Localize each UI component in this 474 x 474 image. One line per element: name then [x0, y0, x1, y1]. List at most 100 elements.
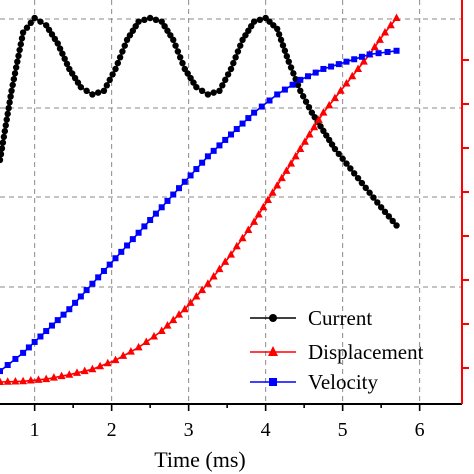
- point-current: [366, 189, 373, 196]
- point-displacement: [119, 351, 128, 359]
- point-current: [176, 54, 184, 61]
- point-displacement: [215, 264, 224, 273]
- point-current: [335, 150, 342, 158]
- point-current: [48, 31, 56, 38]
- point-current: [287, 64, 295, 71]
- legend-item-displacement: Displacement: [250, 340, 424, 364]
- point-current: [290, 70, 297, 77]
- point-current: [12, 64, 20, 71]
- point-velocity: [141, 223, 148, 230]
- point-current: [224, 71, 232, 78]
- point-displacement: [244, 225, 253, 234]
- point-velocity: [181, 178, 188, 185]
- point-velocity: [112, 255, 119, 262]
- point-velocity: [384, 48, 391, 55]
- point-current: [126, 32, 134, 39]
- point-current: [381, 208, 389, 216]
- point-displacement: [354, 64, 363, 72]
- point-velocity: [129, 236, 136, 243]
- point-displacement: [250, 217, 259, 225]
- point-current: [8, 87, 15, 95]
- point-current: [9, 81, 16, 89]
- point-current: [245, 27, 252, 34]
- point-velocity: [375, 50, 382, 57]
- legend-item-current: Current: [250, 306, 372, 330]
- point-current: [61, 55, 68, 62]
- point-current: [114, 59, 122, 67]
- point-current: [275, 31, 283, 38]
- point-displacement: [238, 233, 247, 242]
- point-current: [184, 70, 191, 77]
- point-current: [299, 93, 307, 100]
- point-current: [170, 36, 177, 44]
- point-current: [56, 45, 64, 52]
- point-current: [0, 139, 7, 146]
- point-velocity: [199, 159, 206, 166]
- point-current: [77, 83, 85, 91]
- point-displacement: [392, 13, 401, 21]
- point-current: [343, 160, 350, 167]
- point-current: [135, 18, 142, 25]
- point-velocity: [25, 344, 32, 351]
- point-current: [358, 179, 366, 187]
- point-velocity: [124, 242, 131, 249]
- point-displacement: [57, 371, 66, 380]
- point-current: [3, 116, 10, 123]
- point-velocity: [266, 97, 273, 104]
- point-current: [5, 104, 12, 112]
- point-displacement: [142, 337, 151, 345]
- point-velocity: [31, 338, 38, 345]
- point-velocity: [72, 299, 79, 306]
- point-current: [198, 87, 206, 95]
- point-current: [2, 122, 9, 129]
- legend-item-velocity: Velocity: [250, 370, 378, 394]
- point-current: [158, 18, 165, 25]
- point-current: [187, 74, 194, 82]
- point-current: [31, 14, 38, 22]
- point-displacement: [80, 366, 89, 375]
- point-current: [292, 75, 299, 83]
- point-velocity: [83, 287, 90, 294]
- x-tick-label: 4: [261, 419, 271, 441]
- legend-label: Velocity: [308, 370, 378, 394]
- point-displacement: [192, 291, 201, 300]
- point-current: [274, 25, 281, 33]
- point-current: [325, 136, 333, 144]
- point-velocity: [4, 362, 11, 369]
- point-displacement: [296, 144, 305, 153]
- point-current: [19, 29, 27, 36]
- x-tick-labels: 1 2 3 4 5 6: [30, 419, 425, 441]
- point-current: [216, 87, 223, 95]
- point-current: [193, 83, 200, 91]
- point-velocity: [274, 91, 281, 98]
- point-displacement: [277, 173, 286, 182]
- point-displacement: [259, 202, 268, 211]
- legend: Current Displacement Velocity: [250, 306, 424, 394]
- point-current: [320, 127, 327, 135]
- point-displacement: [232, 241, 241, 250]
- point-current: [181, 65, 188, 73]
- point-displacement: [254, 210, 263, 218]
- point-current: [393, 222, 400, 229]
- point-current: [129, 27, 137, 34]
- point-current: [18, 35, 26, 42]
- point-velocity: [335, 61, 342, 68]
- point-displacement: [42, 374, 51, 383]
- point-current: [347, 165, 354, 172]
- x-tick-label: 2: [107, 419, 117, 441]
- point-displacement: [3, 377, 12, 385]
- point-velocity: [37, 333, 44, 340]
- point-velocity: [89, 280, 96, 287]
- point-current: [45, 26, 53, 34]
- legend-marker: [269, 314, 277, 322]
- point-velocity: [77, 293, 84, 300]
- point-velocity: [164, 197, 171, 204]
- point-current: [68, 70, 76, 77]
- point-current: [164, 27, 171, 34]
- point-current: [210, 89, 217, 96]
- point-current: [362, 184, 369, 192]
- point-current: [297, 87, 304, 95]
- x-tick-label: 5: [338, 419, 348, 441]
- point-displacement: [348, 71, 357, 80]
- point-current: [283, 53, 291, 60]
